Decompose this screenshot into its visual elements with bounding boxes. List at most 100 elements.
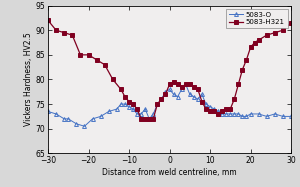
5083-H321: [148, 118, 151, 120]
5083-H321: [245, 59, 248, 61]
5083-H321: [46, 19, 50, 22]
5083-H321: [139, 118, 143, 120]
5083-H321: [265, 34, 268, 36]
5083-O: [123, 103, 127, 105]
5083-H321: [249, 46, 252, 49]
5083-H321: [224, 108, 228, 110]
5083-H321: [70, 34, 74, 36]
5083-O: [220, 113, 224, 115]
5083-H321: [95, 59, 98, 61]
5083-O: [236, 113, 240, 115]
5083-O: [273, 113, 277, 115]
5083-O: [245, 115, 248, 118]
5083-H321: [111, 78, 115, 81]
5083-H321: [164, 93, 167, 95]
5083-H321: [135, 108, 139, 110]
5083-H321: [172, 81, 175, 83]
5083-H321: [229, 108, 232, 110]
5083-O: [180, 88, 184, 91]
5083-O: [139, 113, 143, 115]
5083-H321: [253, 42, 256, 44]
5083-O: [67, 118, 70, 120]
5083-O: [135, 113, 139, 115]
5083-H321: [168, 83, 171, 85]
5083-H321: [236, 83, 240, 85]
5083-H321: [188, 83, 192, 85]
5083-O: [216, 110, 220, 113]
5083-H321: [273, 32, 277, 34]
5083-H321: [160, 98, 163, 100]
5083-O: [127, 105, 131, 108]
5083-O: [91, 118, 94, 120]
5083-O: [265, 115, 268, 118]
5083-O: [155, 103, 159, 105]
5083-H321: [200, 101, 204, 103]
5083-H321: [152, 118, 155, 120]
5083-O: [160, 98, 163, 100]
5083-O: [99, 115, 103, 118]
5083-O: [208, 105, 212, 108]
5083-H321: [103, 64, 106, 66]
5083-O: [281, 115, 285, 118]
5083-H321: [208, 110, 212, 113]
5083-O: [249, 113, 252, 115]
5083-O: [241, 115, 244, 118]
5083-O: [83, 125, 86, 127]
5083-H321: [212, 110, 216, 113]
5083-O: [164, 91, 167, 93]
5083-O: [75, 123, 78, 125]
5083-O: [196, 98, 200, 100]
5083-H321: [196, 88, 200, 91]
5083-O: [46, 110, 50, 113]
5083-O: [200, 93, 204, 95]
5083-O: [107, 110, 111, 113]
5083-O: [131, 108, 135, 110]
5083-H321: [119, 88, 123, 91]
5083-H321: [241, 68, 244, 71]
5083-O: [172, 93, 175, 95]
5083-H321: [127, 101, 131, 103]
5083-H321: [220, 110, 224, 113]
5083-H321: [184, 83, 188, 85]
5083-O: [152, 113, 155, 115]
Y-axis label: Vickers Hardness, HV2.5: Vickers Hardness, HV2.5: [24, 33, 33, 126]
5083-H321: [131, 103, 135, 105]
5083-O: [229, 113, 232, 115]
5083-H321: [79, 54, 82, 56]
5083-H321: [54, 29, 58, 31]
X-axis label: Distance from weld centreline, mm: Distance from weld centreline, mm: [102, 168, 237, 177]
5083-H321: [62, 32, 66, 34]
Line: 5083-O: 5083-O: [46, 82, 293, 128]
5083-O: [176, 96, 179, 98]
5083-O: [192, 96, 196, 98]
5083-H321: [87, 54, 90, 56]
5083-O: [184, 83, 188, 85]
5083-H321: [176, 83, 179, 85]
5083-H321: [257, 39, 260, 41]
5083-O: [257, 113, 260, 115]
5083-O: [188, 93, 192, 95]
5083-O: [212, 108, 216, 110]
5083-H321: [289, 22, 293, 24]
5083-O: [119, 103, 123, 105]
5083-H321: [155, 103, 159, 105]
5083-H321: [180, 86, 184, 88]
5083-O: [168, 88, 171, 91]
5083-O: [148, 118, 151, 120]
5083-O: [289, 115, 293, 118]
5083-O: [62, 118, 66, 120]
5083-O: [143, 108, 147, 110]
5083-O: [115, 108, 119, 110]
5083-O: [204, 103, 208, 105]
5083-H321: [192, 86, 196, 88]
5083-H321: [123, 96, 127, 98]
Line: 5083-H321: 5083-H321: [46, 18, 293, 121]
Legend: 5083-O, 5083-H321: 5083-O, 5083-H321: [226, 9, 287, 28]
5083-H321: [216, 113, 220, 115]
5083-H321: [204, 108, 208, 110]
5083-H321: [232, 98, 236, 100]
5083-O: [232, 113, 236, 115]
5083-O: [224, 113, 228, 115]
5083-O: [54, 113, 58, 115]
5083-H321: [281, 29, 285, 31]
